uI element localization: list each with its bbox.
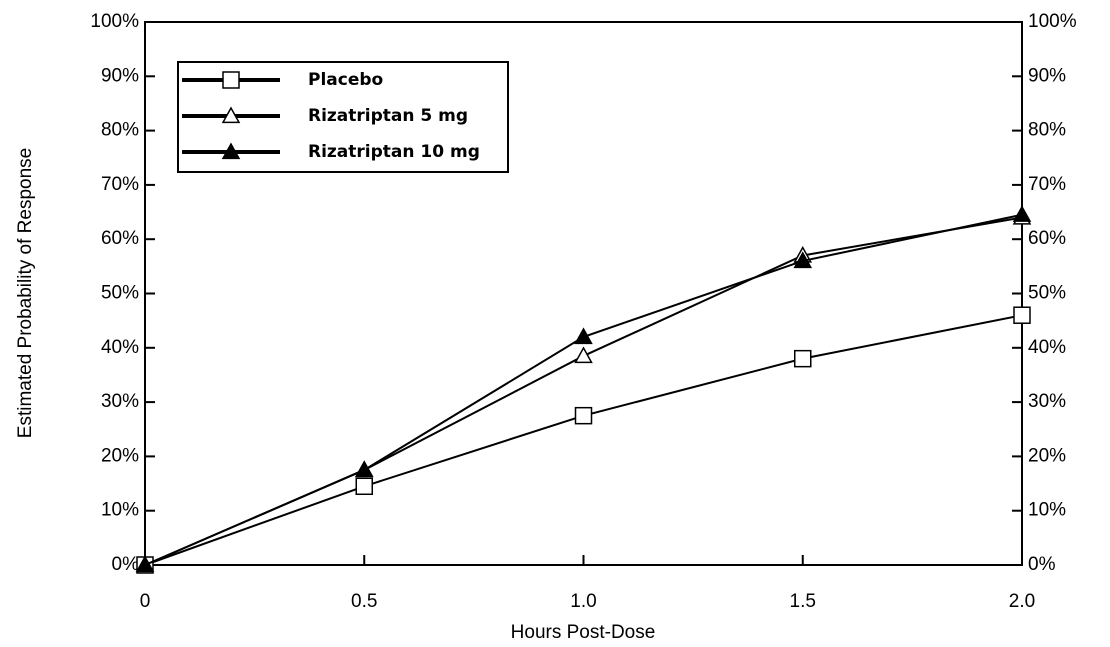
y2-tick-label: 100% <box>1028 11 1077 32</box>
y2-tick-label: 50% <box>1028 283 1066 304</box>
y2-tick-label: 90% <box>1028 65 1066 86</box>
marker <box>1013 306 1031 324</box>
x-tick-label: 0.5 <box>351 591 377 612</box>
x-tick-label: 1.0 <box>570 591 596 612</box>
series-line <box>144 216 1023 566</box>
y-tick-label: 30% <box>101 391 139 412</box>
y-tick-label: 100% <box>90 11 139 32</box>
marker <box>355 477 373 496</box>
y-tick-label: 60% <box>101 228 139 249</box>
y-tick-label: 0% <box>112 554 140 575</box>
y2-tick-label: 40% <box>1028 337 1066 358</box>
y2-tick-label: 60% <box>1028 228 1066 249</box>
marker <box>354 460 374 478</box>
y-tick-label: 40% <box>101 337 139 358</box>
y-tick-label: 10% <box>101 500 139 521</box>
marker <box>574 346 593 364</box>
x-tick-label: 2.0 <box>1009 591 1035 612</box>
marker <box>794 349 812 368</box>
marker <box>574 327 593 345</box>
x-axis-label: Hours Post-Dose <box>511 622 656 643</box>
marker <box>135 555 155 573</box>
legend-marker <box>221 142 241 160</box>
series-line <box>144 213 1023 566</box>
legend-marker <box>222 71 240 89</box>
y2-tick-label: 0% <box>1028 554 1056 575</box>
y-tick-label: 80% <box>101 120 139 141</box>
x-tick-label: 0 <box>140 591 151 612</box>
y-axis-label: Estimated Probability of Response <box>15 148 36 438</box>
y2-tick-label: 30% <box>1028 391 1066 412</box>
legend-label: Rizatriptan 10 mg <box>308 142 480 162</box>
y-tick-label: 90% <box>101 65 139 86</box>
legend-label: Placebo <box>308 70 383 90</box>
y-tick-label: 50% <box>101 283 139 304</box>
x-tick-label: 1.5 <box>790 591 816 612</box>
marker <box>1012 205 1032 222</box>
y-tick-label: 70% <box>101 174 139 195</box>
y2-tick-label: 80% <box>1028 120 1066 141</box>
y2-tick-label: 10% <box>1028 500 1066 521</box>
y2-tick-label: 70% <box>1028 174 1066 195</box>
y2-tick-label: 20% <box>1028 445 1066 466</box>
marker <box>574 406 593 425</box>
marker <box>793 251 813 269</box>
legend-marker <box>221 106 241 124</box>
y-tick-label: 20% <box>101 445 139 466</box>
legend-label: Rizatriptan 5 mg <box>308 106 468 126</box>
